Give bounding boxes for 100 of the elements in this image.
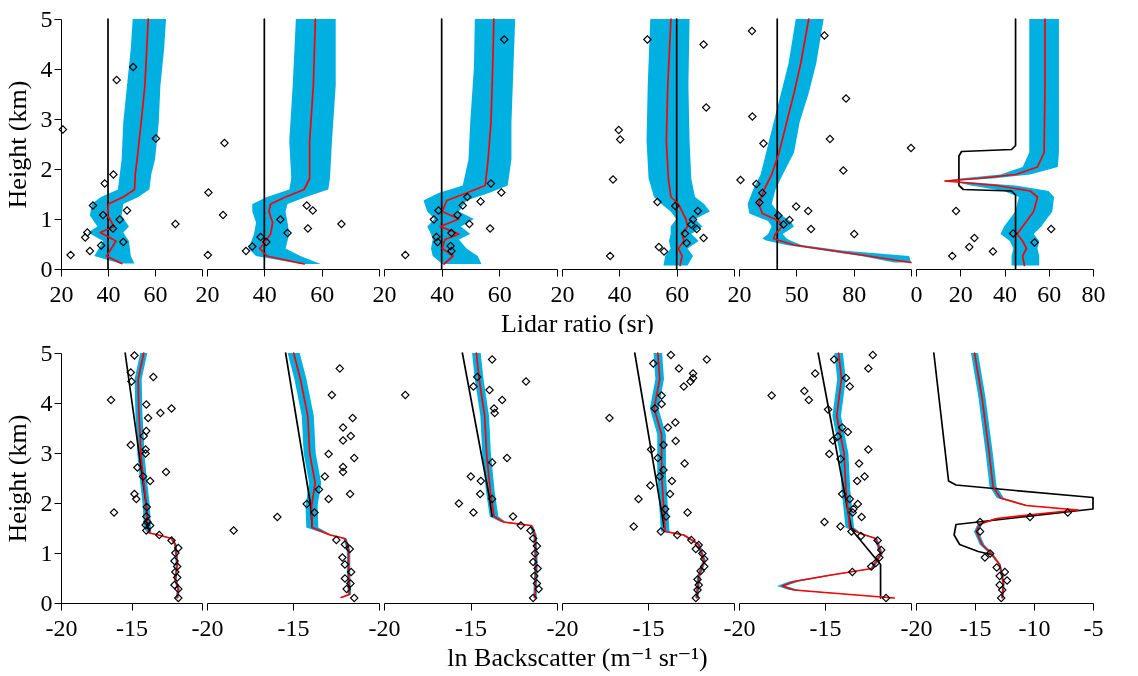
x-tick-label: 60 bbox=[665, 280, 690, 307]
point bbox=[218, 210, 228, 220]
point bbox=[829, 355, 839, 364]
point bbox=[687, 535, 696, 545]
y-tick-label: 0 bbox=[40, 589, 53, 616]
point bbox=[820, 31, 829, 40]
point bbox=[736, 175, 745, 185]
point bbox=[348, 413, 357, 423]
x-tick-label: -20 bbox=[45, 614, 78, 641]
point bbox=[873, 536, 882, 545]
point bbox=[665, 489, 675, 499]
point bbox=[674, 364, 684, 373]
point bbox=[995, 580, 1004, 590]
point bbox=[672, 530, 682, 540]
x-tick-label: 50 bbox=[784, 280, 809, 307]
point bbox=[340, 574, 350, 583]
point bbox=[779, 220, 788, 229]
point bbox=[433, 237, 442, 247]
point bbox=[530, 549, 540, 558]
point bbox=[646, 445, 656, 454]
point bbox=[485, 385, 494, 395]
x-tick-label: 20 bbox=[372, 280, 397, 307]
point bbox=[340, 540, 350, 549]
point bbox=[472, 372, 482, 382]
point bbox=[349, 453, 359, 463]
point bbox=[302, 201, 312, 210]
point bbox=[857, 512, 866, 522]
point bbox=[671, 418, 680, 427]
point bbox=[229, 526, 238, 535]
y-tick-label: 1 bbox=[40, 205, 53, 232]
x-tick-label: 40 bbox=[607, 280, 632, 307]
point bbox=[486, 179, 496, 188]
point bbox=[466, 472, 476, 481]
point bbox=[682, 238, 691, 248]
point bbox=[800, 386, 809, 396]
x-tick-label: -15 bbox=[959, 614, 992, 641]
point bbox=[785, 215, 794, 225]
point bbox=[1063, 508, 1073, 517]
x-tick-label: 40 bbox=[96, 280, 121, 307]
point bbox=[667, 476, 677, 486]
point bbox=[755, 198, 764, 207]
point bbox=[338, 467, 348, 477]
point bbox=[605, 413, 614, 423]
point bbox=[791, 202, 801, 211]
point bbox=[698, 549, 707, 558]
point bbox=[833, 432, 843, 441]
point bbox=[661, 512, 671, 521]
x-tick-label: 60 bbox=[310, 280, 335, 307]
point bbox=[204, 188, 213, 197]
point bbox=[521, 377, 531, 386]
point bbox=[845, 494, 855, 504]
x-tick-label: 20 bbox=[948, 280, 973, 307]
point bbox=[825, 134, 835, 144]
point bbox=[342, 584, 351, 594]
point bbox=[273, 512, 282, 522]
point bbox=[634, 494, 643, 504]
point bbox=[465, 219, 474, 229]
point bbox=[693, 575, 702, 584]
point bbox=[649, 359, 658, 368]
y-tick-label: 5 bbox=[40, 339, 53, 366]
point bbox=[699, 40, 708, 49]
point bbox=[656, 527, 666, 536]
point bbox=[670, 201, 680, 211]
point bbox=[871, 558, 880, 568]
point bbox=[841, 373, 851, 383]
point bbox=[476, 197, 485, 206]
x-tick-label: 40 bbox=[430, 280, 455, 307]
point bbox=[338, 436, 348, 445]
x-tick-label: 80 bbox=[1081, 280, 1106, 307]
point bbox=[691, 593, 701, 603]
x-tick-label: 0 bbox=[910, 280, 923, 307]
point bbox=[327, 390, 337, 400]
point bbox=[849, 229, 859, 239]
point bbox=[338, 423, 348, 432]
point bbox=[860, 472, 869, 481]
point bbox=[324, 494, 333, 504]
point bbox=[534, 584, 543, 594]
point bbox=[429, 215, 439, 224]
point bbox=[836, 454, 845, 464]
point bbox=[825, 449, 834, 459]
point bbox=[469, 508, 478, 517]
point bbox=[1002, 576, 1012, 585]
point bbox=[516, 521, 526, 530]
point bbox=[693, 585, 702, 595]
x-tick-label: 40 bbox=[252, 280, 277, 307]
point bbox=[970, 233, 979, 243]
x-axis-title: ln Backscatter (m⁻¹ sr⁻¹) bbox=[447, 642, 708, 672]
point bbox=[666, 350, 676, 360]
x-tick-label: -20 bbox=[546, 614, 579, 641]
y-tick-label: 4 bbox=[40, 389, 53, 416]
x-tick-label: 20 bbox=[727, 280, 752, 307]
point bbox=[463, 192, 472, 202]
point bbox=[643, 35, 652, 44]
point bbox=[469, 382, 478, 391]
point bbox=[804, 395, 814, 405]
y-tick-label: 1 bbox=[40, 539, 53, 566]
x-tick-label: 40 bbox=[993, 280, 1017, 307]
point bbox=[653, 197, 662, 207]
point bbox=[1000, 567, 1010, 577]
point bbox=[340, 560, 350, 569]
